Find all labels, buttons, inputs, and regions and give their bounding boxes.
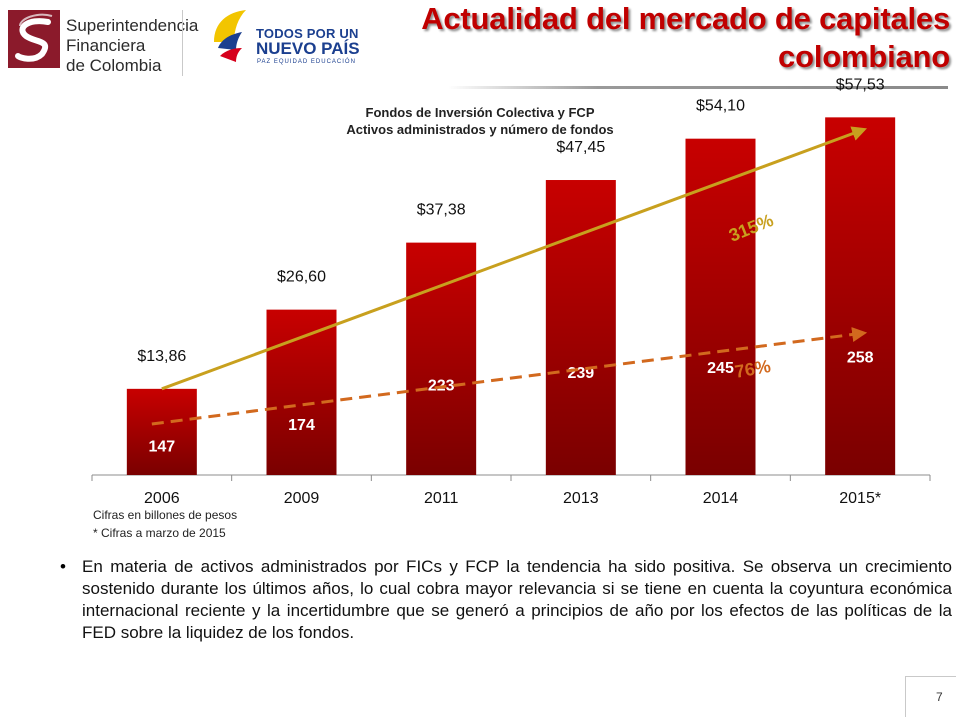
bar-amount-label: $13,86 — [137, 348, 186, 365]
title-underline — [448, 86, 948, 89]
x-tick-label: 2011 — [424, 490, 459, 507]
fund-count-label: 174 — [288, 417, 315, 434]
bar — [406, 242, 477, 475]
chart-title: Fondos de Inversión Colectiva y FCP — [365, 105, 595, 120]
bar-amount-label: $37,38 — [417, 202, 466, 219]
superintendencia-logo: Superintendencia Financiera de Colombia — [8, 10, 198, 76]
body-paragraph: En materia de activos administrados por … — [82, 557, 952, 642]
sfc-logo-line: Superintendencia — [66, 16, 199, 35]
fund-count-label: 147 — [148, 438, 175, 455]
bar-amount-label: $54,10 — [696, 98, 745, 115]
logo-divider — [182, 10, 183, 76]
bar-amount-label: $26,60 — [277, 269, 326, 286]
slide-title: Actualidad del mercado de capitales colo… — [390, 0, 950, 76]
slide-title-line: Actualidad del mercado de capitales — [421, 1, 950, 36]
nuevo-pais-logo: TODOS POR UN NUEVO PAÍS PAZ EQUIDAD EDUC… — [208, 8, 376, 70]
chart-title-block: Fondos de Inversión Colectiva y FCP Acti… — [270, 104, 690, 138]
logo-text-tagline: PAZ EQUIDAD EDUCACIÓN — [257, 59, 356, 65]
bullet-marker: • — [60, 557, 66, 576]
trend-arrow-funds — [151, 327, 868, 426]
page-number: 7 — [936, 690, 943, 704]
bar — [126, 388, 197, 475]
page-number-frame — [905, 676, 956, 717]
sombrero-flag-icon — [214, 10, 246, 62]
slide-title-line: colombiano — [778, 39, 950, 74]
sfc-logo-line: Financiera — [66, 36, 146, 55]
x-tick-label: 2006 — [144, 490, 180, 507]
sfc-logo-line: de Colombia — [66, 56, 162, 75]
bar-chart: $13,86 2006 $26,60 2009 $37,38 2011 $47,45 2013… — [91, 76, 931, 507]
bar — [825, 117, 896, 475]
chart-note-date: * Cifras a marzo de 2015 — [93, 526, 226, 540]
fund-count-label: 258 — [847, 350, 874, 367]
bar — [545, 180, 616, 475]
x-tick-label: 2015* — [839, 490, 881, 507]
sfc-emblem-icon — [8, 10, 60, 68]
bar — [266, 309, 337, 475]
bar-amount-label: $57,53 — [836, 76, 885, 93]
trend-arrow-amounts — [161, 126, 867, 391]
chart-note-units: Cifras en billones de pesos — [93, 508, 238, 522]
bar-amount-label: $47,45 — [556, 139, 605, 156]
slide-header: Superintendencia Financiera de Colombia … — [0, 0, 960, 90]
chart-subtitle: Activos administrados y número de fondos — [346, 122, 614, 137]
x-tick-label: 2009 — [284, 490, 320, 507]
logo-text-top: TODOS POR UN — [256, 26, 359, 41]
logo-text-main: NUEVO PAÍS — [256, 39, 360, 58]
x-tick-label: 2014 — [703, 490, 739, 507]
fund-count-label: 245 — [707, 360, 734, 377]
bar — [685, 138, 756, 475]
x-tick-label: 2013 — [563, 490, 599, 507]
